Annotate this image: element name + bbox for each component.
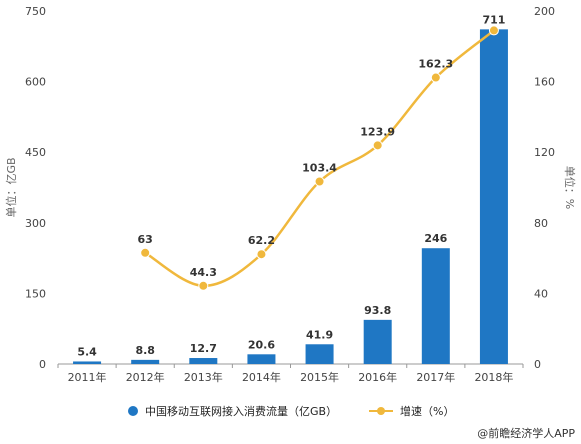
legend: 中国移动互联网接入消费流量（亿GB） 增速（%） xyxy=(128,404,454,418)
bar-0 xyxy=(73,361,102,364)
left-tick-2: 300 xyxy=(25,217,46,230)
growth-label-2: 44.3 xyxy=(190,266,217,279)
growth-label-3: 62.2 xyxy=(248,234,275,247)
legend-bar-label: 中国移动互联网接入消费流量（亿GB） xyxy=(145,404,337,418)
left-tick-0: 0 xyxy=(39,358,46,371)
x-tick-4: 2015年 xyxy=(300,370,339,384)
left-axis-ticks: 0 150 300 450 600 750 xyxy=(25,5,46,371)
bar-label-5: 93.8 xyxy=(364,304,391,317)
growth-point-5 xyxy=(372,140,383,151)
left-tick-1: 150 xyxy=(25,287,46,300)
left-tick-3: 450 xyxy=(25,146,46,159)
legend-bar-swatch xyxy=(128,406,138,416)
bar-6 xyxy=(421,248,450,364)
legend-line-label: 增速（%） xyxy=(400,404,454,418)
right-axis-ticks: 0 40 80 120 160 200 xyxy=(534,5,555,371)
bar-label-6: 246 xyxy=(424,232,447,245)
bar-3 xyxy=(247,354,276,364)
right-tick-4: 160 xyxy=(534,76,555,89)
growth-point-6 xyxy=(430,72,441,83)
bar-label-3: 20.6 xyxy=(248,338,275,351)
bar-series xyxy=(73,29,508,365)
growth-points xyxy=(140,25,499,291)
right-tick-3: 120 xyxy=(534,146,555,159)
growth-label-4: 103.4 xyxy=(302,161,337,174)
growth-label-5: 123.9 xyxy=(360,125,395,138)
left-tick-5: 750 xyxy=(25,5,46,18)
x-tick-6: 2017年 xyxy=(416,370,455,384)
bar-data-labels: 5.4 8.8 12.7 20.6 41.9 93.8 246 711 xyxy=(77,13,505,358)
growth-label-1: 63 xyxy=(138,233,153,246)
bar-5 xyxy=(363,319,392,364)
bar-2 xyxy=(189,358,218,364)
right-tick-1: 40 xyxy=(534,287,548,300)
bar-1 xyxy=(131,359,160,364)
bar-7 xyxy=(479,29,508,365)
left-tick-4: 600 xyxy=(25,76,46,89)
bar-label-1: 8.8 xyxy=(135,344,155,357)
right-axis-title: 单位：% xyxy=(563,166,577,209)
growth-point-4 xyxy=(314,176,325,187)
x-axis-ticks: 2011年 2012年 2013年 2014年 2015年 2016年 2017年 2018年 xyxy=(57,364,524,384)
x-tick-0: 2011年 xyxy=(68,370,107,384)
x-tick-7: 2018年 xyxy=(474,370,513,384)
legend-line-marker xyxy=(377,407,385,415)
bar-label-0: 5.4 xyxy=(77,345,97,358)
right-tick-5: 200 xyxy=(534,5,555,18)
right-tick-0: 0 xyxy=(534,358,541,371)
right-tick-2: 80 xyxy=(534,217,548,230)
x-tick-3: 2014年 xyxy=(242,370,281,384)
source-credit: @前瞻经济学人APP xyxy=(477,426,575,440)
x-tick-2: 2013年 xyxy=(184,370,223,384)
bar-label-4: 41.9 xyxy=(306,328,333,341)
left-axis-title: 单位：亿GB xyxy=(4,157,18,217)
bar-label-2: 12.7 xyxy=(190,342,217,355)
growth-point-7 xyxy=(488,25,499,36)
growth-data-labels: 63 44.3 62.2 103.4 123.9 162.3 xyxy=(138,58,454,279)
growth-label-6: 162.3 xyxy=(418,58,453,71)
bar-4 xyxy=(305,344,334,364)
growth-point-1 xyxy=(140,247,151,258)
growth-point-3 xyxy=(256,249,267,260)
x-tick-5: 2016年 xyxy=(358,370,397,384)
bar-label-7: 711 xyxy=(482,13,505,26)
x-tick-1: 2012年 xyxy=(126,370,165,384)
growth-point-2 xyxy=(198,280,209,291)
